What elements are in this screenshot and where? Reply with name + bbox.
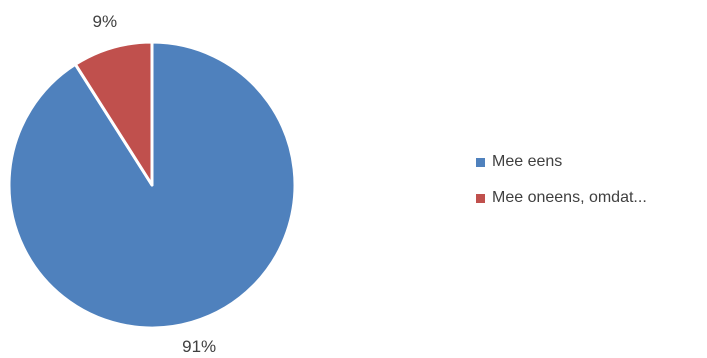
data-label-mee-oneens: 9% [93, 12, 118, 31]
legend-label-mee-eens: Mee eens [492, 153, 563, 170]
data-label-mee-eens: 91% [182, 337, 216, 356]
legend-swatch-mee-eens [476, 157, 485, 167]
legend-swatch-mee-oneens [476, 193, 485, 203]
legend-item-mee-eens: Mee eens [476, 150, 647, 174]
legend: Mee eens Mee oneens, omdat... [476, 150, 647, 222]
legend-item-mee-oneens: Mee oneens, omdat... [476, 186, 647, 210]
pie-slice-mee-oneens [73, 40, 154, 187]
legend-label-mee-oneens: Mee oneens, omdat... [492, 189, 647, 206]
